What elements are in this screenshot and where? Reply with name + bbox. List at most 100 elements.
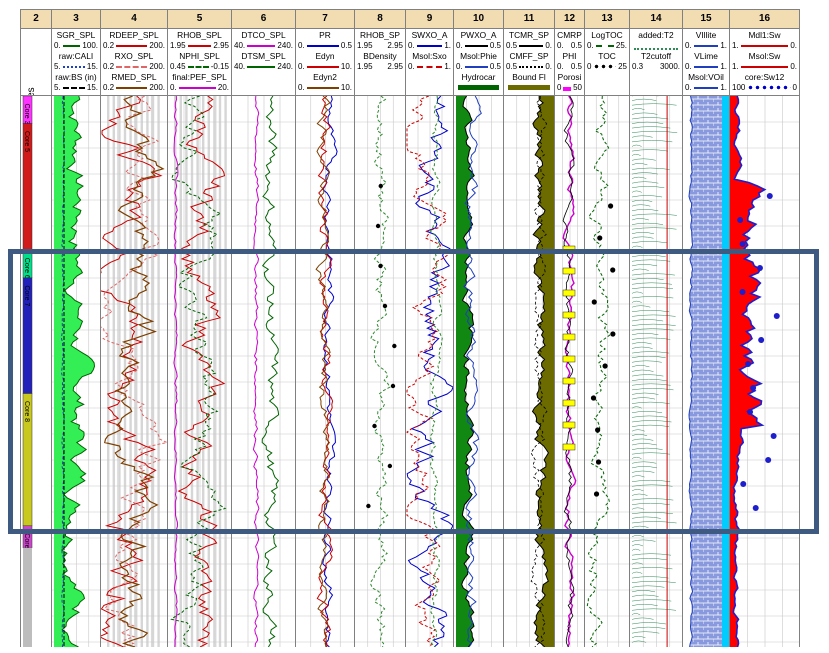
toc-point	[597, 235, 603, 241]
track-body-3[interactable]	[52, 96, 101, 647]
track-number[interactable]: 16	[730, 9, 800, 29]
track-plot	[504, 96, 554, 647]
curve-Edyn2	[315, 96, 331, 647]
t2-distribution-line	[631, 112, 658, 115]
track-body-9[interactable]	[406, 96, 454, 647]
curve-name: RXO_SPL	[114, 51, 154, 61]
track-number[interactable]: 9	[406, 9, 454, 29]
curve-Sxo	[406, 96, 448, 647]
track-body-5[interactable]	[168, 96, 232, 647]
track-number[interactable]: 10	[454, 9, 504, 29]
curve-CMRP	[562, 96, 577, 647]
t2-distribution-line	[631, 640, 647, 643]
scale-max: 20.	[217, 83, 229, 92]
core-sw-point	[739, 289, 746, 295]
track-body-2[interactable]: Core 3 Core 5 Core 6 Core 7 Core 8 Core 9	[20, 96, 52, 647]
curve-scale: 0.45 -0.15	[170, 62, 229, 71]
track-number[interactable]: 4	[101, 9, 168, 29]
scale-min: 1.	[732, 41, 739, 50]
track-header[interactable]: RHOB_SPL 1.95 2.95 NPHI_SPL 0.45 -0.15 final:P…	[168, 29, 232, 96]
track-header[interactable]: VIllite 0. 1. VLime 0. 1. Msol:VOil 0. 1.	[683, 29, 730, 96]
track-header[interactable]: SGR_SPL 0. 100. raw:CALI 5. 15. raw:BS (in) 5. 1…	[52, 29, 101, 96]
t2-distribution-line	[631, 461, 657, 464]
track-number[interactable]: 14	[630, 9, 683, 29]
t2-distribution-line	[631, 130, 678, 133]
track-header[interactable]: CMRP 0. 0.5 PHI 0. 0.5 Porosi 0 50	[555, 29, 585, 96]
track-body-4[interactable]	[101, 96, 168, 647]
t2-distribution-line	[631, 319, 664, 322]
curve-style-swatch	[740, 66, 789, 68]
t2-distribution-line	[631, 535, 644, 538]
track-body-12[interactable]	[555, 96, 585, 647]
track-number[interactable]: 2	[20, 9, 52, 29]
track-body-16[interactable]	[730, 96, 800, 647]
cores-label: Cores	[26, 87, 37, 95]
track-header[interactable]: RHOB_SP 1.95 2.95 BDensity 1.95 2.95	[355, 29, 406, 96]
track-header[interactable]: SWXO_A 0. 1. Msol:Sxo 0. 1.	[406, 29, 454, 96]
core-sw-point	[770, 433, 777, 439]
track-number[interactable]: 5	[168, 9, 232, 29]
core-sw-point	[756, 265, 763, 271]
track-number[interactable]: 11	[504, 9, 555, 29]
log-grid-band	[174, 96, 177, 647]
t2-distribution-line	[631, 443, 657, 446]
curve-scale: 0. 100.	[54, 41, 98, 50]
scale-min: 0.	[54, 41, 61, 50]
track-number[interactable]: 8	[355, 9, 406, 29]
curve-name: Bound Fl	[512, 72, 546, 82]
t2-distribution-line	[631, 613, 641, 616]
curve-scale: 0. 10.	[298, 83, 352, 92]
core-sw-point	[750, 385, 757, 391]
track-header[interactable]: added:T2 T2cutoff 0.3 3000.	[630, 29, 683, 96]
track-body-7[interactable]	[296, 96, 355, 647]
track-body-6[interactable]	[232, 96, 296, 647]
track-header[interactable]: Cores	[20, 29, 52, 96]
curve-scale: 0. 0.5	[456, 62, 501, 71]
track-header[interactable]: PWXO_A 0. 0.5 Msol:Phie 0. 0.5 Hydrocar	[454, 29, 504, 96]
core-label: Core 6	[23, 258, 30, 279]
t2-distribution-line	[631, 153, 641, 156]
t2-distribution-line	[631, 493, 648, 496]
scale-max: 0.5	[570, 62, 582, 71]
t2-distribution-line	[631, 599, 672, 602]
track-body-11[interactable]	[504, 96, 555, 647]
scale-max: 0	[792, 83, 797, 92]
curve-style-swatch	[416, 45, 443, 47]
track-number[interactable]: 3	[52, 9, 101, 29]
curve-style-swatch	[458, 85, 499, 90]
track-body-14[interactable]	[630, 96, 683, 647]
scale-max: 1.	[720, 62, 727, 71]
track-number[interactable]: 15	[683, 9, 730, 29]
track-body-10[interactable]	[454, 96, 504, 647]
t2-distribution-line	[631, 310, 670, 313]
track-header[interactable]: TCMR_SP 0.5 0. CMFF_SP 0.5 0. Bound Fl	[504, 29, 555, 96]
curve-PR	[322, 96, 338, 647]
track-header[interactable]: PR 0. 0.5 Edyn 0. 10. Edyn2 0. 10.	[296, 29, 355, 96]
scale-min: 5.	[54, 83, 61, 92]
track-header[interactable]: RDEEP_SPL 0.2 200. RXO_SPL 0.2 200. RMED_SPL 0.…	[101, 29, 168, 96]
scale-min: 0.	[557, 41, 564, 50]
curve-style-swatch	[62, 45, 81, 47]
t2-distribution-line	[631, 475, 645, 478]
toc-point	[591, 299, 597, 305]
track-header[interactable]: Mdl1:Sw 1. 0. Msol:Sw 1. 0. core:Sw12 100 0	[730, 29, 800, 96]
track-header[interactable]: LogTOC 0. 25. TOC 0 25	[585, 29, 630, 96]
t2-distribution-line	[631, 378, 667, 381]
t2-distribution-line	[631, 117, 669, 120]
scale-max: 2.95	[387, 41, 403, 50]
t2-distribution-line	[631, 222, 664, 225]
track-header[interactable]: DTCO_SPL 40. 240. DTSM_SPL 40. 240.	[232, 29, 296, 96]
track-number[interactable]: 13	[585, 9, 630, 29]
curve-name: raw:CALI	[58, 51, 94, 61]
track-body-13[interactable]	[585, 96, 630, 647]
track-number[interactable]: 7	[296, 9, 355, 29]
track-number[interactable]: 6	[232, 9, 296, 29]
track-body-15[interactable]	[683, 96, 730, 647]
t2-distribution-line	[631, 135, 653, 138]
track-body-8[interactable]	[355, 96, 406, 647]
track-number[interactable]: 12	[555, 9, 585, 29]
t2-distribution-line	[631, 277, 664, 280]
core-sw-point	[758, 337, 765, 343]
scale-min: 0.2	[103, 62, 115, 71]
porosity-marker	[562, 311, 576, 319]
